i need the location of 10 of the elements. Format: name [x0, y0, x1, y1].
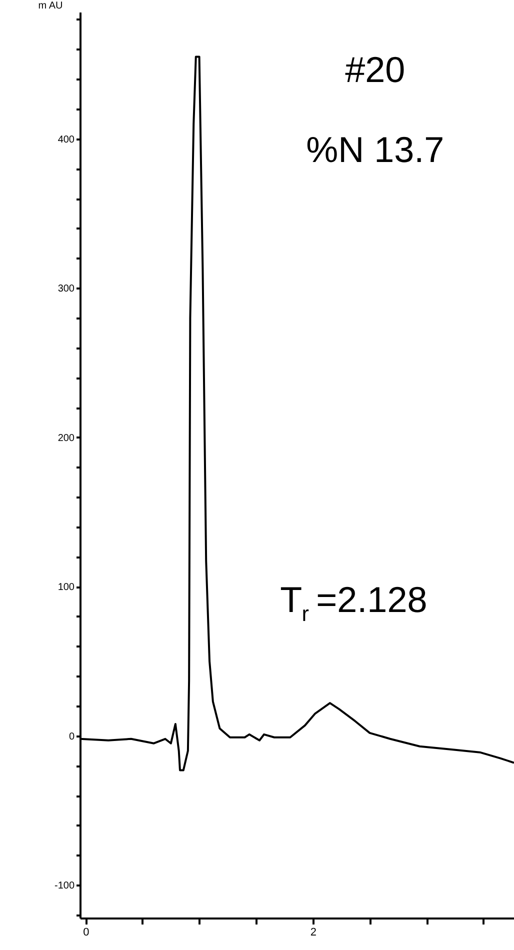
annotation: %N 13.7: [306, 129, 444, 170]
y-tick-label: 300: [58, 284, 75, 295]
y-axis-title: m AU: [38, 0, 63, 12]
x-tick-label: 2: [310, 926, 316, 938]
y-tick-label: 200: [58, 432, 75, 444]
y-tick-label: 100: [58, 582, 75, 594]
y-tick-label: 0: [68, 731, 75, 742]
y-tick-label: 400: [58, 134, 75, 146]
annotation: #20: [345, 49, 406, 90]
y-tick-label: -100: [54, 880, 75, 892]
